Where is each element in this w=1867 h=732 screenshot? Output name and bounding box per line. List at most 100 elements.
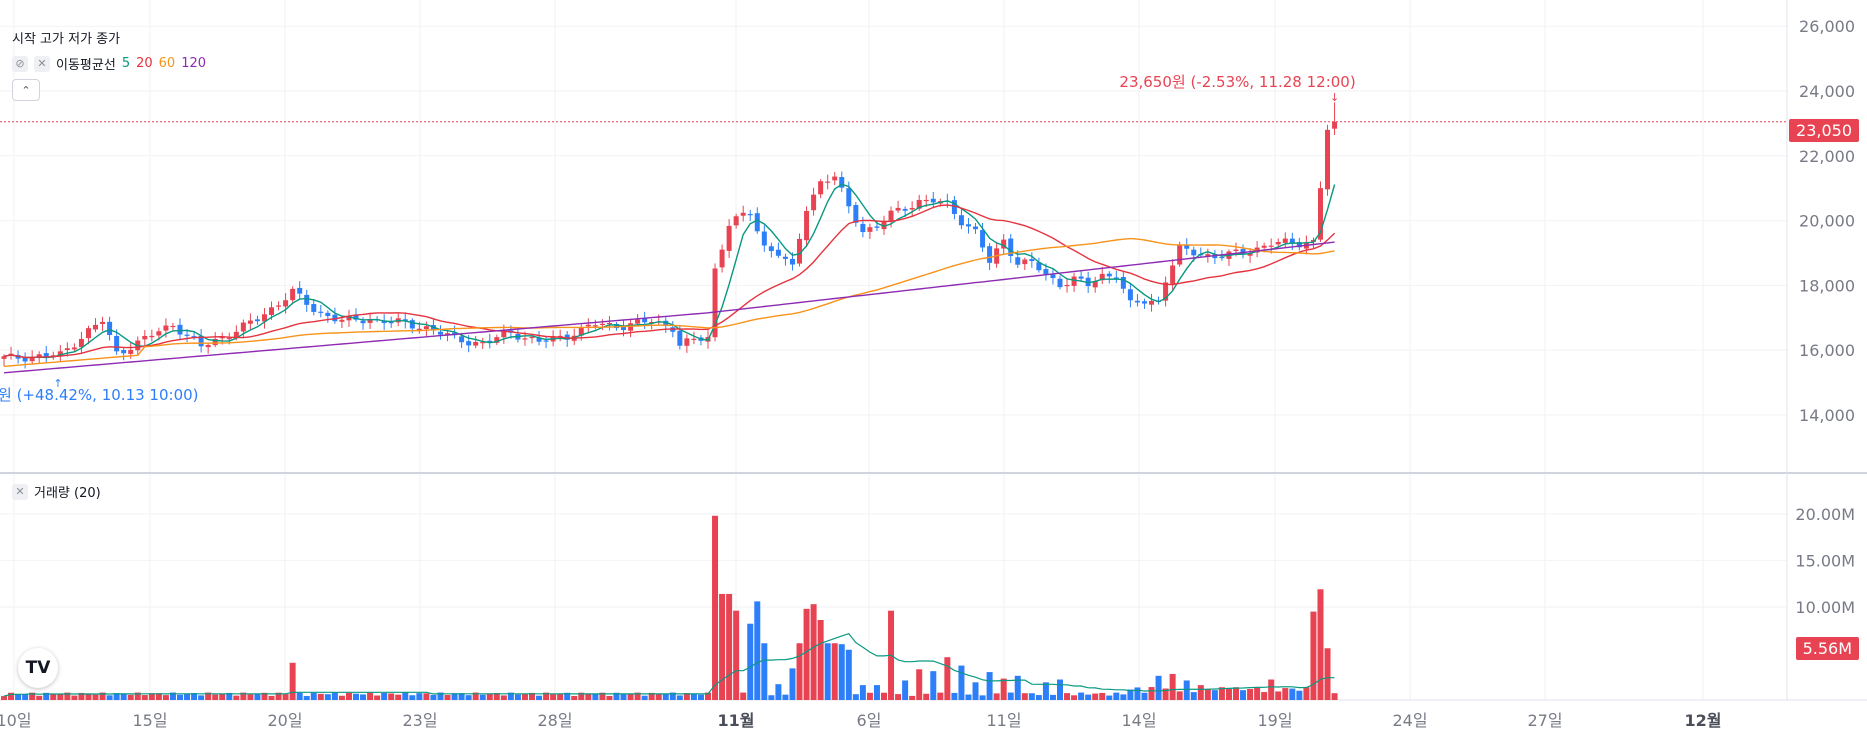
close-icon[interactable]: ✕ bbox=[12, 483, 28, 500]
candle-body bbox=[712, 268, 718, 338]
candle-body bbox=[958, 215, 964, 226]
high-arrow-icon: ↓ bbox=[1330, 91, 1339, 104]
volume-bar bbox=[613, 692, 620, 700]
tradingview-logo-icon[interactable]: TV bbox=[18, 648, 58, 688]
candle-body bbox=[916, 199, 922, 209]
x-tick-label: 19일 bbox=[1257, 711, 1292, 730]
candle-body bbox=[156, 331, 162, 336]
candle-body bbox=[1282, 238, 1288, 243]
candle-body bbox=[832, 176, 838, 181]
volume-bar bbox=[1303, 687, 1310, 700]
candle-body bbox=[247, 320, 253, 324]
volume-bar bbox=[866, 692, 873, 700]
volume-bar bbox=[599, 692, 606, 700]
volume-bar bbox=[789, 668, 796, 700]
volume-bar bbox=[1211, 690, 1218, 700]
vol-tick-label: 10.00M bbox=[1795, 598, 1855, 617]
candle-body bbox=[22, 357, 28, 362]
volume-bar bbox=[282, 694, 289, 700]
candle-body bbox=[881, 221, 887, 230]
volume-bar bbox=[1000, 678, 1007, 700]
volume-bar bbox=[803, 608, 810, 700]
ma120-line bbox=[3, 241, 1335, 374]
candle-body bbox=[585, 324, 591, 327]
close-icon[interactable]: ✕ bbox=[34, 55, 50, 72]
volume-bar bbox=[289, 662, 296, 700]
candle-body bbox=[853, 205, 859, 223]
last-volume-tag: 5.56M bbox=[1795, 637, 1859, 660]
candle-body bbox=[240, 322, 246, 332]
volume-bar bbox=[1085, 694, 1092, 700]
collapse-legend-button[interactable]: ⌃ bbox=[12, 79, 40, 101]
candle-body bbox=[1022, 259, 1028, 265]
candle-body bbox=[825, 181, 831, 183]
volume-bar bbox=[627, 694, 634, 700]
candle-body bbox=[564, 334, 570, 340]
x-tick-label: 24일 bbox=[1392, 711, 1427, 730]
volume-bar bbox=[993, 693, 1000, 700]
volume-bar bbox=[1282, 688, 1289, 700]
candle-body bbox=[740, 212, 746, 216]
candle-body bbox=[987, 246, 993, 263]
volume-bar bbox=[92, 694, 99, 700]
candle-body bbox=[43, 353, 49, 357]
volume-bar bbox=[233, 695, 240, 700]
candle-body bbox=[487, 340, 493, 342]
candle-body bbox=[149, 335, 155, 338]
candle-body bbox=[205, 344, 211, 348]
candle-body bbox=[114, 335, 120, 352]
ma60-label: 60 bbox=[158, 56, 176, 71]
volume-bar bbox=[1, 696, 7, 700]
chevron-up-icon: ⌃ bbox=[21, 83, 31, 97]
candle-body bbox=[191, 336, 197, 338]
volume-bar bbox=[557, 693, 564, 700]
volume-bar bbox=[676, 695, 683, 700]
volume-bar bbox=[1155, 675, 1162, 700]
volume-bar bbox=[543, 692, 550, 700]
candle-body bbox=[1247, 253, 1253, 256]
volume-bar bbox=[500, 695, 507, 700]
volume-bar bbox=[838, 644, 845, 700]
candle-body bbox=[416, 328, 422, 330]
candle-body bbox=[283, 300, 289, 307]
volume-bar bbox=[1064, 693, 1071, 700]
candle-body bbox=[170, 325, 176, 328]
candle-body bbox=[353, 314, 359, 320]
candle-body bbox=[1134, 300, 1140, 303]
volume-bar bbox=[402, 692, 409, 700]
ma120-label: 120 bbox=[181, 56, 207, 71]
eye-off-icon[interactable]: ⊘ bbox=[12, 55, 28, 72]
volume-bar bbox=[578, 692, 585, 700]
candle-body bbox=[332, 314, 338, 322]
volume-bar bbox=[296, 692, 303, 700]
candle-body bbox=[276, 305, 282, 307]
candle-body bbox=[951, 200, 957, 214]
volume-bar bbox=[564, 692, 571, 700]
candle-body bbox=[754, 213, 760, 232]
volume-bar bbox=[198, 695, 205, 700]
volume-bar bbox=[873, 685, 880, 700]
candle-body bbox=[233, 331, 239, 338]
volume-bar bbox=[965, 694, 972, 700]
candle-body bbox=[1219, 256, 1225, 259]
candle-body bbox=[613, 324, 619, 329]
volume-bar bbox=[1324, 648, 1331, 700]
volume-legend: ✕ 거래량 (20) bbox=[12, 482, 101, 501]
candle-body bbox=[1184, 245, 1190, 249]
candle-body bbox=[121, 350, 127, 354]
volume-bar bbox=[1225, 688, 1232, 700]
volume-bar bbox=[367, 692, 374, 700]
candle-body bbox=[36, 354, 42, 359]
volume-bar bbox=[1021, 693, 1028, 700]
candle-body bbox=[325, 312, 331, 316]
volume-bar bbox=[733, 610, 740, 700]
volume-bar bbox=[409, 695, 416, 700]
candle-body bbox=[1071, 276, 1077, 286]
volume-bar bbox=[247, 694, 254, 700]
candle-body bbox=[437, 331, 443, 335]
volume-bar bbox=[85, 693, 92, 700]
volume-bar bbox=[1233, 687, 1239, 700]
y-tick-label: 22,000 bbox=[1799, 147, 1855, 166]
y-tick-label: 26,000 bbox=[1799, 17, 1855, 36]
